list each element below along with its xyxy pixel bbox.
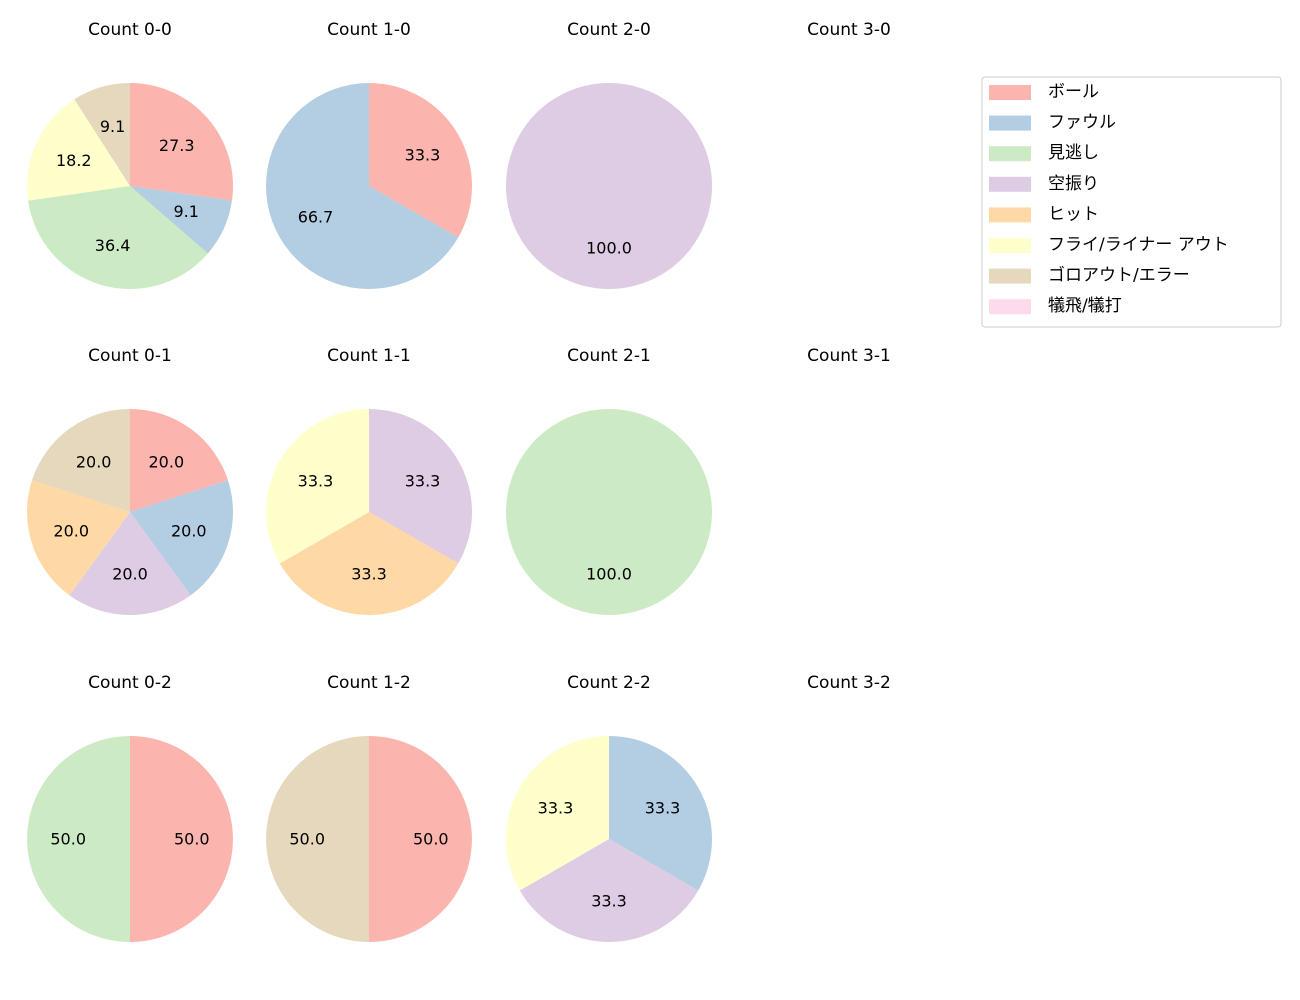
slice-label: 33.3 [298,472,334,491]
slice-label: 50.0 [174,830,210,849]
pie-slice [506,83,712,289]
slice-label: 33.3 [591,891,627,910]
pie-slice [32,409,130,512]
legend-swatch [989,268,1031,284]
pie-count-3-0: Count 3-0 [807,20,891,40]
pie-title: Count 3-0 [807,20,891,40]
pie-slice [130,409,228,512]
legend-item: フライ/ライナー アウト [989,235,1229,255]
legend-label: ヒット [1048,204,1099,224]
slice-label: 20.0 [171,522,207,541]
pie-count-2-1: Count 2-1 100.0 [506,346,712,615]
slice-label: 9.1 [100,117,125,136]
slice-label: 18.2 [56,151,92,170]
slice-label: 100.0 [586,238,632,257]
pie-slice [130,83,233,201]
pie-slice [130,736,233,942]
pie-title: Count 3-1 [807,346,891,366]
legend-label: 犠飛/犠打 [1048,296,1122,316]
pie-slice [369,409,472,564]
legend-label: 空振り [1048,174,1099,194]
pie-count-0-2: Count 0-2 50.0 50.0 [27,673,233,942]
pie-count-0-1: Count 0-1 20.0 20.0 20.0 20.0 20.0 [27,346,233,615]
slice-label: 50.0 [413,830,449,849]
pie-count-1-0: Count 1-0 33.3 66.7 [266,20,472,290]
legend-label: ファウル [1048,113,1116,133]
legend-item: ファウル [989,113,1116,133]
pie-slice [27,736,130,942]
legend-frame [981,76,1282,328]
legend-label: フライ/ライナー アウト [1048,235,1229,255]
legend-swatch [989,115,1031,131]
slice-label: 20.0 [76,453,112,472]
pie-title: Count 0-0 [88,20,172,40]
pie-slice [519,839,699,942]
legend-item: 空振り [989,174,1099,194]
pie-count-1-2: Count 1-2 50.0 50.0 [266,673,472,942]
pie-slice [369,83,472,238]
pie-title: Count 1-2 [327,673,411,693]
legend-swatch [989,238,1031,253]
pie-title: Count 1-0 [327,20,411,40]
pie-title: Count 3-2 [807,673,891,693]
slice-label: 50.0 [50,830,86,849]
pie-slice [506,736,609,891]
pies: Count 0-0 27.3 9.1 36.4 18.2 9.1 Count 1-0 33.3… [27,20,891,942]
legend-label: ボール [1048,82,1099,102]
legend-item: 犠飛/犠打 [989,296,1122,316]
legend-swatch [989,176,1031,192]
pie-count-1-1: Count 1-1 33.3 33.3 33.3 [266,346,472,615]
slice-label: 66.7 [298,207,334,226]
pie-slice [266,83,459,290]
pie-slice [130,480,233,596]
pie-slice [27,99,131,201]
slice-label: 20.0 [112,564,148,583]
slice-label: 33.3 [351,564,387,583]
legend-swatch [989,146,1031,162]
legend-item: ボール [989,82,1099,102]
legend-item: 見逃し [989,143,1099,163]
pie-slice [369,736,472,942]
slice-label: 33.3 [405,472,441,491]
pie-slice [28,186,208,289]
legend-item: ヒット [989,204,1099,224]
slice-label: 50.0 [289,830,325,849]
slice-label: 20.0 [149,453,185,472]
legend-label: ゴロアウト/エラー [1048,265,1190,286]
legend-swatch [989,207,1031,223]
slice-label: 100.0 [586,564,632,583]
pie-count-3-1: Count 3-1 [807,346,891,366]
pie-slice [130,186,232,254]
slice-label: 36.4 [95,236,131,255]
slice-label: 33.3 [645,799,681,818]
slice-label: 33.3 [405,146,441,165]
pie-count-0-0: Count 0-0 27.3 9.1 36.4 18.2 9.1 [27,20,233,289]
pie-title: Count 0-2 [88,673,172,693]
pie-slice [74,83,130,186]
pie-count-3-2: Count 3-2 [807,673,891,693]
pie-slice [266,409,369,564]
pie-count-2-2: Count 2-2 33.3 33.3 33.3 [506,673,712,942]
pie-slice [27,480,130,596]
pie-slice [266,736,369,942]
pie-title: Count 2-1 [567,346,651,366]
legend-swatch [989,85,1031,100]
legend-swatch [989,299,1031,315]
pie-slice [609,736,712,891]
pie-title: Count 2-2 [567,673,651,693]
pie-slice [69,512,191,615]
pie-count-2-0: Count 2-0 100.0 [506,20,712,289]
legend-label: 見逃し [1048,143,1099,163]
slice-label: 27.3 [159,136,195,155]
slice-label: 9.1 [173,202,198,221]
legend-item: ゴロアウト/エラー [989,265,1190,286]
slice-label: 33.3 [538,799,574,818]
pie-title: Count 1-1 [327,346,411,366]
slice-label: 20.0 [53,522,89,541]
pie-title: Count 0-1 [88,346,172,366]
pie-slice [506,409,712,615]
pie-title: Count 2-0 [567,20,651,40]
